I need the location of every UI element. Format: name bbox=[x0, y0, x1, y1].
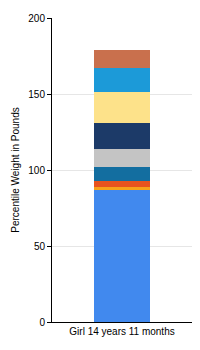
svg-text:0: 0 bbox=[39, 317, 45, 328]
svg-text:50: 50 bbox=[34, 241, 46, 252]
svg-text:100: 100 bbox=[28, 165, 45, 176]
svg-text:Girl 14 years 11 months: Girl 14 years 11 months bbox=[69, 326, 174, 337]
svg-text:150: 150 bbox=[28, 89, 45, 100]
svg-text:Percentile Weight in Pounds: Percentile Weight in Pounds bbox=[10, 107, 21, 232]
svg-text:200: 200 bbox=[28, 13, 45, 24]
